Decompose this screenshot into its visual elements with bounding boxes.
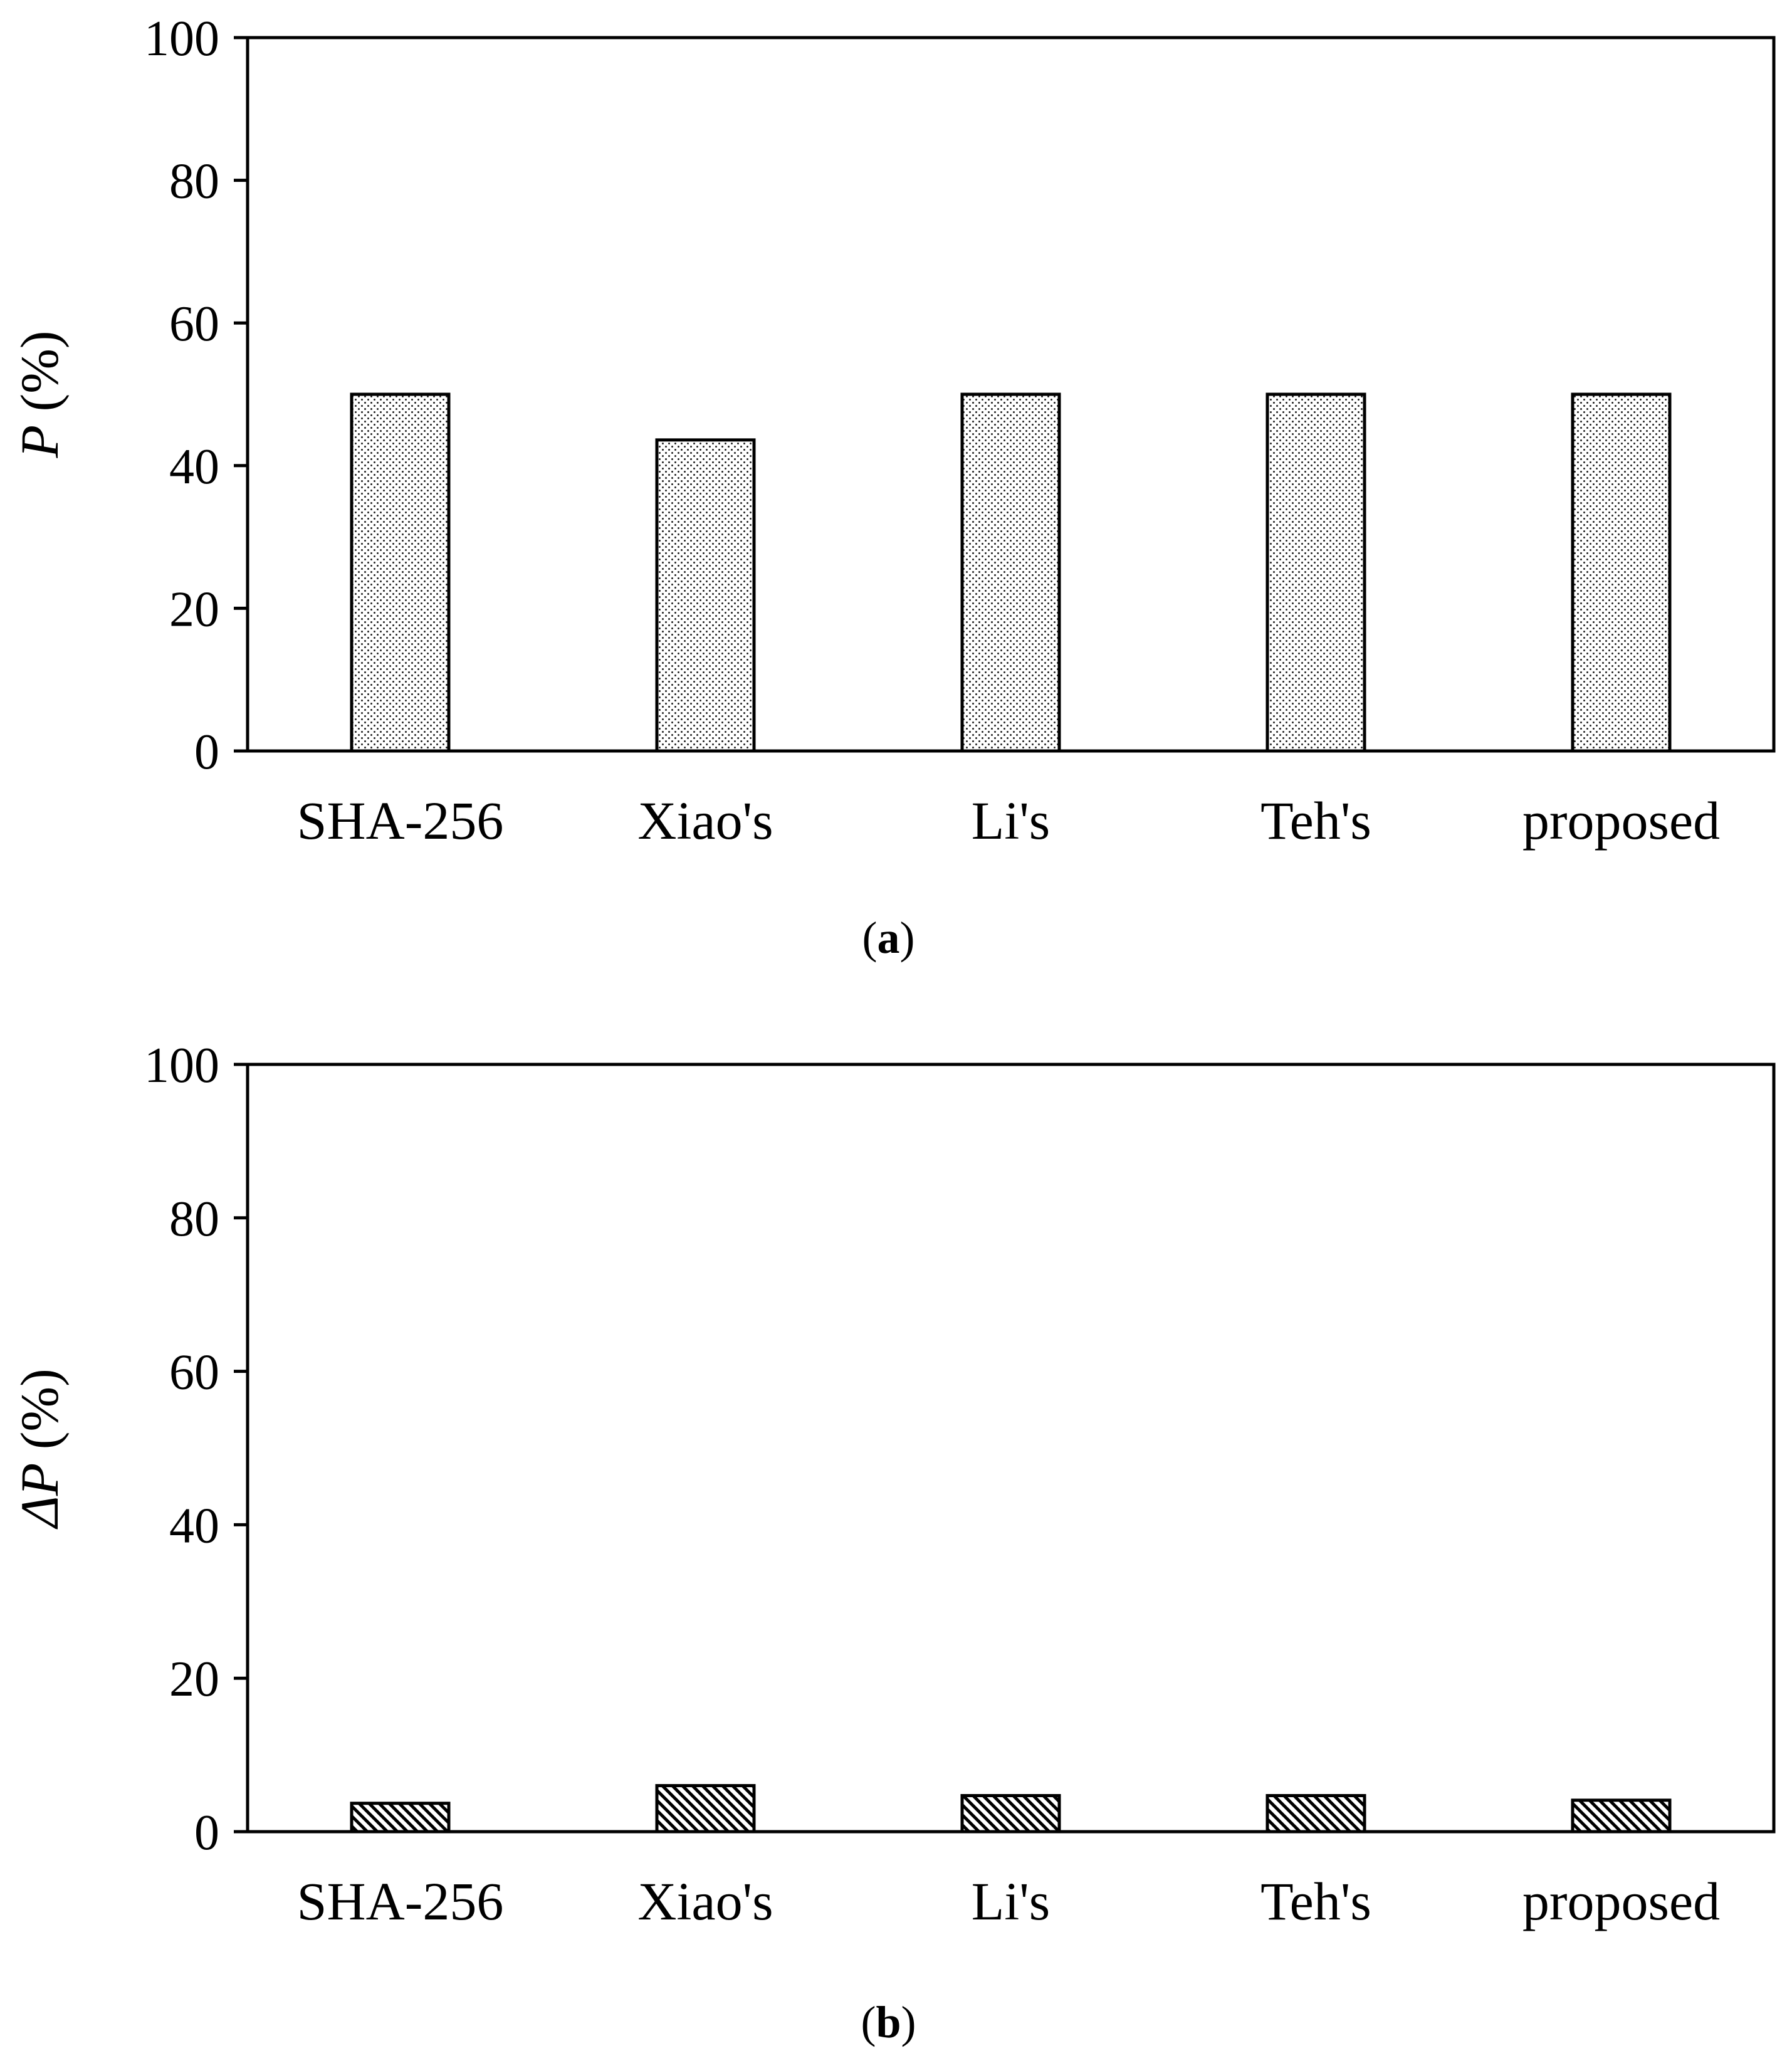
x-tick-label-b-4: proposed	[1522, 1871, 1720, 1931]
plot-frame-b	[246, 1063, 1776, 1834]
y-tick-label-b-1: 20	[169, 1652, 219, 1707]
x-tick-label-b-0: SHA-256	[297, 1871, 504, 1931]
y-tick-label-a-0: 0	[194, 725, 219, 780]
bar-a-proposed	[1571, 392, 1672, 753]
y-axis-title-b: ΔP (%)	[9, 1368, 70, 1529]
bar-b-sha256	[350, 1802, 451, 1834]
panel-caption-b: (b)	[861, 1997, 916, 2047]
x-tick-label-a-2: Li's	[972, 790, 1050, 851]
y-tick-label-b-5: 100	[144, 1038, 219, 1093]
x-tick-label-a-1: Xiao's	[637, 790, 773, 851]
panel-caption-a: (a)	[862, 913, 915, 963]
bar-b-xiaos	[655, 1784, 756, 1834]
x-tick-label-a-0: SHA-256	[297, 790, 504, 851]
y-tick-label-a-1: 20	[169, 582, 219, 637]
y-tick-label-b-4: 80	[169, 1192, 219, 1247]
bar-a-xiaos	[655, 438, 756, 753]
x-tick-label-b-1: Xiao's	[637, 1871, 773, 1931]
bar-group-b	[350, 1784, 1672, 1834]
y-tick-label-a-2: 40	[169, 439, 219, 495]
x-labels-b: SHA-256 Xiao's Li's Teh's proposed	[297, 1871, 1720, 1931]
panel-letter-b: b	[876, 1997, 901, 2047]
bar-group-a	[350, 392, 1672, 753]
y-tick-label-a-4: 80	[169, 154, 219, 209]
bar-a-tehs	[1265, 392, 1366, 753]
y-axis-var-a: P	[9, 425, 70, 459]
bar-a-sha256	[350, 392, 451, 753]
chart-panel-b: 0 20 40 60 80 100 SHA-256 Xiao's Li's Teh's propo…	[9, 1038, 1776, 2047]
plot-frame-a	[246, 36, 1776, 753]
bar-b-lis	[960, 1793, 1061, 1834]
y-axis-title-a: P (%)	[9, 331, 70, 459]
y-tick-label-b-0: 0	[194, 1805, 219, 1861]
y-axis-unit-a: (%)	[9, 331, 70, 425]
y-ticks-a: 0 20 40 60 80 100	[144, 11, 248, 780]
bar-a-lis	[960, 392, 1061, 753]
bar-b-proposed	[1571, 1798, 1672, 1834]
y-axis-unit-b: (%)	[9, 1368, 70, 1462]
y-axis-var-b: ΔP	[9, 1463, 70, 1530]
x-tick-label-b-3: Teh's	[1260, 1871, 1371, 1931]
x-labels-a: SHA-256 Xiao's Li's Teh's proposed	[297, 790, 1720, 851]
chart-panel-a: 0 20 40 60 80 100 SHA-256 Xiao's Li's Teh's propo…	[9, 11, 1776, 963]
bar-b-tehs	[1265, 1793, 1366, 1834]
x-tick-label-b-2: Li's	[972, 1871, 1050, 1931]
y-ticks-b: 0 20 40 60 80 100	[144, 1038, 248, 1861]
x-tick-label-a-3: Teh's	[1260, 790, 1371, 851]
y-tick-label-b-3: 60	[169, 1345, 219, 1400]
x-tick-label-a-4: proposed	[1522, 790, 1720, 851]
panel-letter-a: a	[878, 913, 900, 963]
y-tick-label-a-5: 100	[144, 11, 219, 66]
y-tick-label-a-3: 60	[169, 297, 219, 352]
y-tick-label-b-2: 40	[169, 1498, 219, 1553]
